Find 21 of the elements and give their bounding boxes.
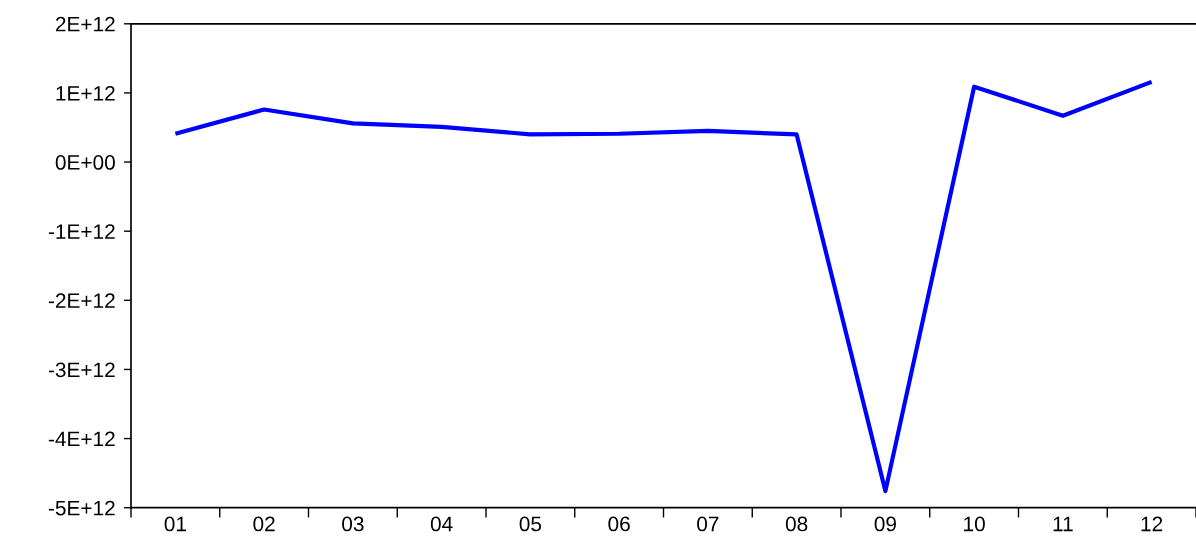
x-tick-label: 03 — [342, 516, 364, 532]
y-tick-label: 0E+00 — [55, 155, 115, 170]
x-tick-label: 11 — [1053, 516, 1073, 532]
y-tick-label: -2E+12 — [48, 293, 115, 308]
x-tick-label: 07 — [697, 516, 719, 532]
x-tick-label: 10 — [964, 516, 985, 532]
y-tick-label: 2E+12 — [55, 16, 115, 32]
y-tick-label: -3E+12 — [48, 362, 115, 378]
y-tick-label: -1E+12 — [48, 224, 115, 239]
x-tick-label: 01 — [164, 516, 186, 532]
x-tick-label: 09 — [874, 516, 896, 532]
x-tick-label: 06 — [608, 516, 630, 532]
x-tick-label: 02 — [253, 516, 275, 532]
y-tick-label: 1E+12 — [56, 85, 115, 101]
x-tick-label: 12 — [1141, 516, 1163, 532]
y-tick-label: -4E+12 — [48, 431, 115, 447]
x-tick-label: 08 — [785, 516, 808, 532]
line-series — [173, 79, 1154, 494]
x-tick-label: 05 — [519, 516, 542, 532]
x-tick-label: 04 — [430, 516, 453, 532]
y-tick-label: -5E+12 — [48, 500, 115, 516]
